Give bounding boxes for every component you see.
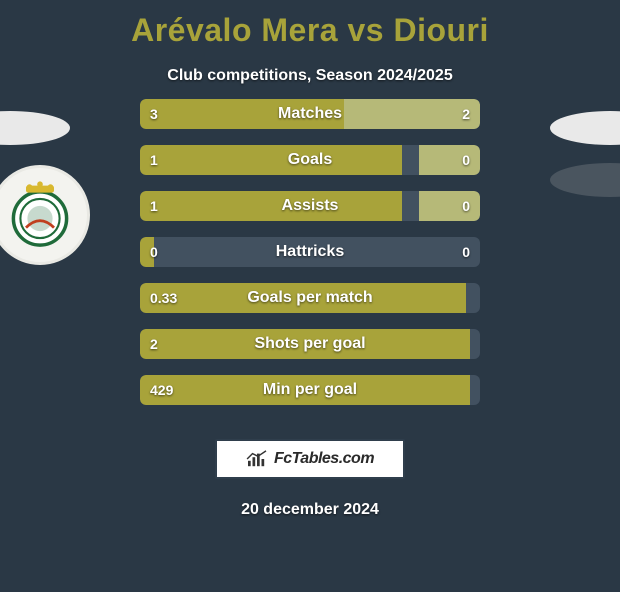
stat-label: Hattricks (140, 237, 480, 267)
brand-text: FcTables.com (274, 450, 374, 468)
stat-row: 10Assists (140, 191, 480, 221)
comparison-area: 32Matches10Goals10Assists00Hattricks0.33… (0, 105, 620, 415)
stat-row: 32Matches (140, 99, 480, 129)
club-badge-left (0, 165, 90, 265)
player-right-marker-2 (550, 163, 620, 197)
bar-left (140, 375, 470, 405)
brand-badge[interactable]: FcTables.com (215, 439, 405, 479)
stat-row: 00Hattricks (140, 237, 480, 267)
stat-row: 0.33Goals per match (140, 283, 480, 313)
bar-left (140, 329, 470, 359)
club-crest-icon (5, 180, 75, 250)
stat-row: 10Goals (140, 145, 480, 175)
page-title: Arévalo Mera vs Diouri (0, 12, 620, 49)
value-right: 0 (462, 237, 470, 267)
player-right-marker (550, 111, 620, 145)
bar-right (419, 145, 480, 175)
bar-right (344, 99, 480, 129)
stat-bars: 32Matches 10Goals 10Assists 00Hattricks 0.33… (140, 99, 480, 421)
bar-left (140, 145, 402, 175)
stat-row: 2Shots per goal (140, 329, 480, 359)
date-text: 20 december 2024 (0, 501, 620, 519)
bar-left (140, 283, 466, 313)
chart-icon (246, 450, 268, 468)
bar-left (140, 191, 402, 221)
stat-row: 429Min per goal (140, 375, 480, 405)
bar-left (140, 99, 344, 129)
player-left-marker (0, 111, 70, 145)
bar-right (419, 191, 480, 221)
subtitle: Club competitions, Season 2024/2025 (0, 67, 620, 85)
bar-left (140, 237, 154, 267)
